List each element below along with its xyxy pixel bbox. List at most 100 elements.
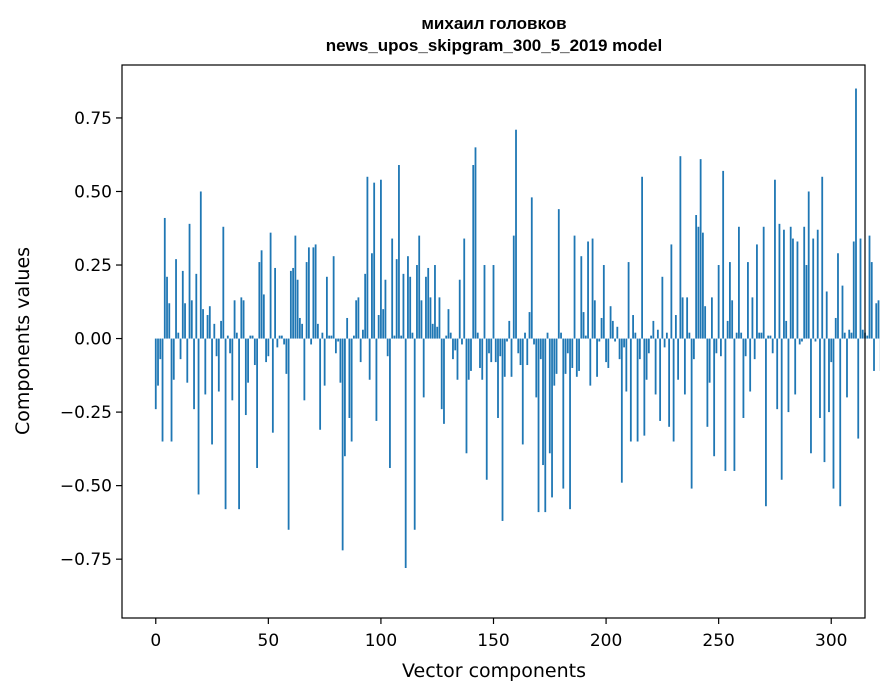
bar-component-296 bbox=[821, 176, 824, 339]
bar-component-145 bbox=[481, 338, 484, 380]
x-tick-label: 300 bbox=[815, 631, 847, 651]
bar-component-57 bbox=[283, 338, 286, 345]
bar-component-205 bbox=[616, 326, 619, 339]
bar-component-218 bbox=[645, 338, 648, 380]
bar-component-44 bbox=[253, 338, 256, 366]
bar-component-307 bbox=[846, 338, 848, 398]
bar-component-310 bbox=[852, 241, 855, 339]
bar-component-300 bbox=[830, 338, 833, 363]
bar-component-21 bbox=[202, 309, 204, 339]
bar-component-94 bbox=[366, 176, 369, 339]
bar-component-320 bbox=[875, 303, 878, 339]
bar-component-254 bbox=[726, 320, 729, 339]
bar-component-200 bbox=[605, 338, 607, 363]
bar-component-287 bbox=[801, 338, 803, 342]
bar-component-104 bbox=[389, 338, 391, 468]
bar-component-30 bbox=[222, 226, 225, 339]
bar-component-36 bbox=[235, 332, 238, 339]
x-tick-label: 50 bbox=[258, 631, 280, 651]
bar-component-203 bbox=[611, 320, 614, 339]
bar-component-290 bbox=[807, 191, 810, 339]
x-tick-label: 0 bbox=[150, 631, 161, 651]
bar-component-14 bbox=[186, 338, 189, 383]
bar-component-132 bbox=[452, 338, 454, 360]
bar-component-314 bbox=[861, 329, 864, 339]
bar-component-305 bbox=[841, 285, 844, 339]
bar-component-299 bbox=[828, 338, 830, 413]
bar-component-298 bbox=[825, 291, 828, 339]
bar-component-67 bbox=[305, 262, 308, 339]
bar-component-2 bbox=[159, 338, 162, 360]
bar-component-225 bbox=[661, 276, 664, 339]
bar-component-164 bbox=[524, 332, 526, 339]
bar-component-239 bbox=[692, 338, 695, 360]
bar-component-227 bbox=[665, 332, 668, 339]
bar-component-102 bbox=[384, 279, 387, 339]
y-axis-label: Components values bbox=[12, 247, 34, 435]
bar-component-70 bbox=[312, 247, 315, 339]
bar-component-22 bbox=[204, 338, 207, 395]
bar-component-85 bbox=[346, 317, 349, 339]
bar-component-71 bbox=[314, 244, 317, 339]
bar-component-209 bbox=[625, 338, 628, 392]
bar-component-210 bbox=[627, 262, 630, 339]
bar-component-113 bbox=[409, 276, 412, 339]
bar-component-163 bbox=[521, 338, 524, 445]
bar-component-138 bbox=[465, 338, 468, 454]
bar-component-313 bbox=[859, 238, 862, 339]
bar-component-82 bbox=[339, 338, 342, 383]
bar-component-84 bbox=[344, 338, 346, 457]
bar-component-13 bbox=[184, 303, 186, 339]
bar-component-309 bbox=[850, 332, 853, 339]
bar-component-243 bbox=[701, 232, 704, 339]
bar-component-42 bbox=[249, 335, 252, 339]
bar-component-64 bbox=[298, 317, 301, 339]
bar-component-142 bbox=[474, 147, 477, 339]
bar-component-230 bbox=[672, 338, 675, 442]
bar-component-260 bbox=[740, 332, 743, 339]
plot-area-frame bbox=[121, 64, 866, 619]
bar-component-316 bbox=[866, 335, 869, 339]
bar-component-86 bbox=[348, 338, 351, 418]
bar-component-40 bbox=[244, 338, 247, 416]
bar-component-28 bbox=[217, 338, 220, 392]
bar-component-17 bbox=[193, 338, 195, 410]
bar-component-285 bbox=[796, 241, 799, 339]
bar-component-183 bbox=[566, 338, 569, 354]
bar-component-306 bbox=[843, 332, 846, 339]
bar-component-206 bbox=[618, 338, 621, 360]
bar-component-26 bbox=[213, 323, 216, 339]
bar-component-224 bbox=[659, 338, 662, 421]
bar-component-149 bbox=[490, 338, 493, 363]
bar-component-258 bbox=[735, 332, 738, 339]
bar-component-204 bbox=[614, 338, 616, 342]
bar-component-47 bbox=[260, 250, 263, 339]
bar-component-185 bbox=[571, 338, 574, 368]
bar-component-127 bbox=[440, 338, 443, 410]
bar-component-158 bbox=[510, 338, 513, 377]
bar-component-276 bbox=[776, 338, 779, 410]
bar-component-255 bbox=[729, 262, 731, 339]
bar-component-35 bbox=[233, 300, 236, 339]
bar-component-68 bbox=[307, 247, 310, 339]
bar-component-95 bbox=[368, 338, 371, 380]
x-tick-label: 200 bbox=[590, 631, 622, 651]
bar-component-115 bbox=[413, 338, 416, 530]
bar-component-103 bbox=[386, 338, 389, 357]
bar-component-201 bbox=[607, 338, 610, 368]
bar-component-236 bbox=[686, 297, 689, 339]
bar-component-237 bbox=[688, 332, 691, 339]
bar-component-130 bbox=[447, 309, 450, 339]
bar-component-39 bbox=[242, 300, 245, 339]
bar-component-232 bbox=[677, 338, 680, 380]
bar-component-278 bbox=[780, 338, 783, 480]
bar-component-165 bbox=[526, 338, 529, 366]
bar-component-193 bbox=[589, 338, 592, 386]
bar-component-246 bbox=[708, 338, 711, 383]
bar-component-100 bbox=[380, 179, 382, 339]
bar-component-81 bbox=[337, 338, 340, 342]
bar-component-150 bbox=[492, 265, 495, 339]
bar-component-34 bbox=[231, 338, 234, 401]
bar-component-284 bbox=[794, 338, 797, 395]
bar-component-93 bbox=[364, 273, 367, 339]
